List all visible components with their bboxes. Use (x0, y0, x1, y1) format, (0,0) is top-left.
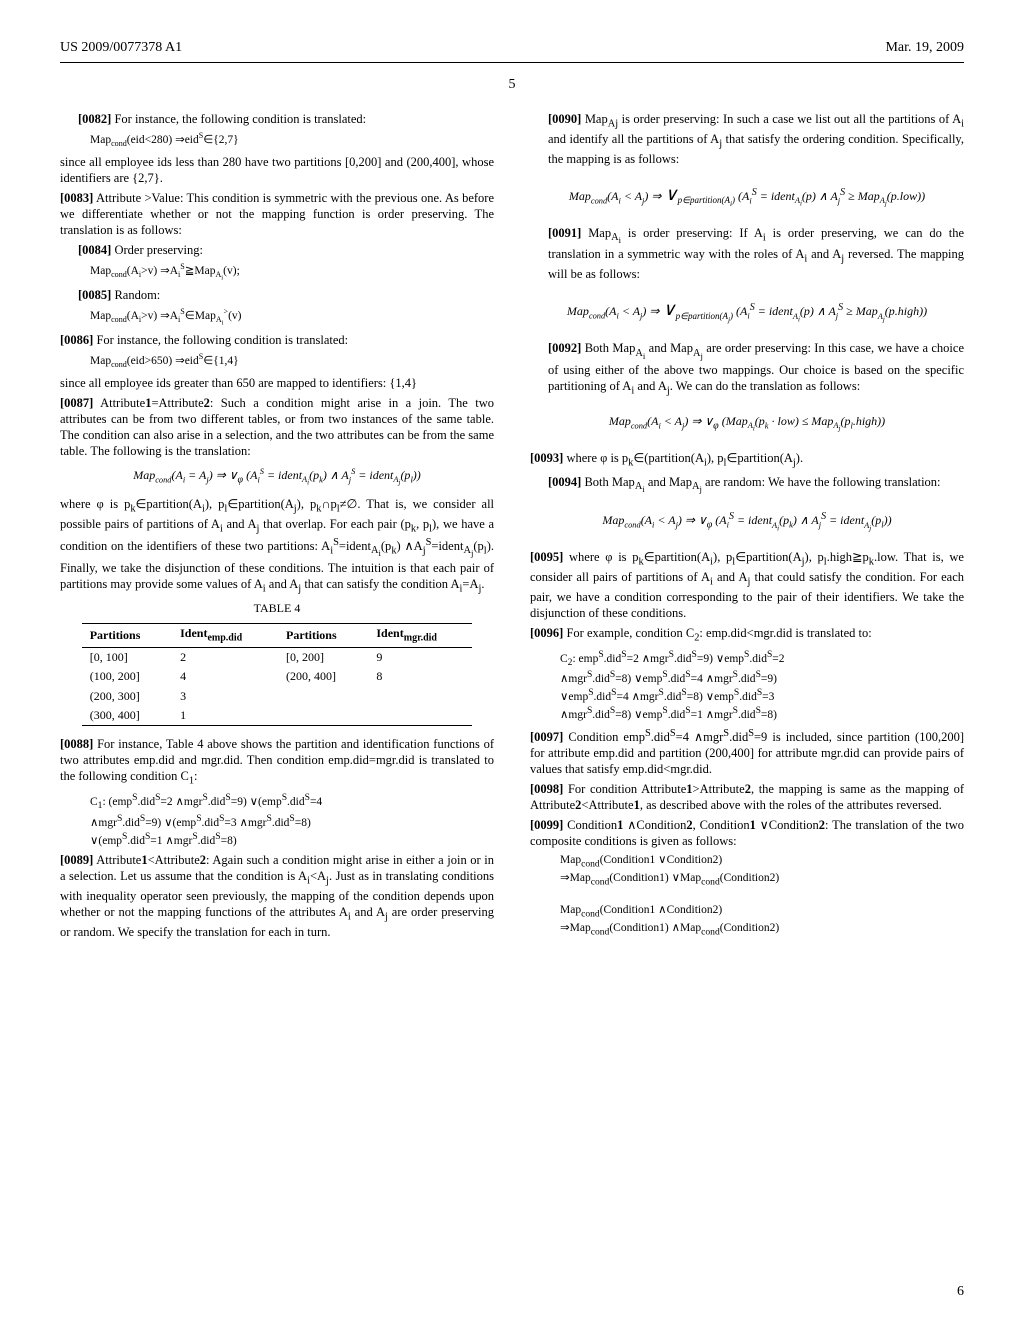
formula: C2: empS.didS=2 ∧mgrS.didS=9) ∨empS.didS… (560, 649, 964, 723)
para-text: Attribute >Value: This condition is symm… (60, 191, 494, 237)
para-0090: [0090] MapAj is order preserving: In suc… (548, 111, 964, 167)
para-text: Attribute1=Attribute2: Such a condition … (60, 396, 494, 458)
para-text: Condition empS.didS=4 ∧mgrS.didS=9 is in… (530, 730, 964, 776)
para-num: [0099] (530, 818, 563, 832)
para-text: MapAj is order preserving: In such a cas… (548, 112, 964, 166)
para-num: [0086] (60, 333, 93, 347)
para-0087-cont: where φ is pk∈partition(Ai), pl∈partitio… (60, 496, 494, 595)
para-num: [0082] (78, 112, 111, 126)
formula: Mapcond(eid<280) ⇒eidS∈{2,7} (90, 131, 494, 150)
para-text: Both MapAi and MapAj are order preservin… (548, 341, 964, 393)
para-num: [0097] (530, 730, 563, 744)
formula: Mapcond(Ai < Aj) ⇒ ∨p∈partition(Ai) (AiS… (530, 183, 964, 209)
para-text: MapAi is order preserving: If Ai is orde… (548, 226, 964, 282)
para-num: [0093] (530, 451, 563, 465)
para-0096: [0096] For example, condition C2: emp.di… (530, 625, 964, 645)
formula: Mapcond(Ai>v) ⇒AiS≧MapAi(v); (90, 262, 494, 283)
para-num: [0091] (548, 226, 581, 240)
para-0086-cont: since all employee ids greater than 650 … (60, 375, 494, 391)
para-0086: [0086] For instance, the following condi… (60, 332, 494, 348)
para-0092: [0092] Both MapAi and MapAj are order pr… (548, 340, 964, 398)
para-0094: [0094] Both MapAi and MapAj are random: … (548, 474, 964, 496)
table-caption: TABLE 4 (60, 601, 494, 616)
formula: Mapcond(Ai>v) ⇒AiS∈MapAi>(v) (90, 307, 494, 328)
col-header: Identmgr.did (368, 623, 472, 647)
formula: Mapcond(Ai < Aj) ⇒ ∨φ (AiS = identAi(pk)… (530, 511, 964, 533)
sheet-number: 6 (957, 1284, 964, 1300)
table-row: (200, 300] 3 (82, 687, 473, 706)
para-num: [0098] (530, 782, 563, 796)
para-0089: [0089] Attribute1<Attribute2: Again such… (60, 852, 494, 940)
para-num: [0085] (78, 288, 111, 302)
col-header: Identemp.did (172, 623, 278, 647)
doc-id: US 2009/0077378 A1 (60, 40, 182, 56)
doc-date: Mar. 19, 2009 (885, 40, 964, 56)
para-text: Condition1 ∧Condition2, Condition1 ∨Cond… (530, 818, 964, 848)
table-row: (300, 400] 1 (82, 706, 473, 726)
right-column: [0090] MapAj is order preserving: In suc… (530, 111, 964, 944)
formula: Mapcond(Ai < Aj) ⇒ ∨p∈partition(Aj) (AiS… (530, 298, 964, 324)
para-num: [0096] (530, 626, 563, 640)
formula: Mapcond(Ai < Aj) ⇒ ∨φ (MapAi(pk · low) ≤… (530, 414, 964, 434)
table-4: Partitions Identemp.did Partitions Ident… (82, 623, 473, 727)
formula: C1: (empS.didS=2 ∧mgrS.didS=9) ∨(empS.di… (90, 792, 494, 848)
para-num: [0095] (530, 550, 563, 564)
formula: Mapcond(Ai = Aj) ⇒ ∨φ (AiS = identAi(pk)… (60, 467, 494, 488)
para-0087: [0087] Attribute1=Attribute2: Such a con… (60, 395, 494, 459)
col-header: Partitions (278, 623, 368, 647)
formula: Mapcond(eid>650) ⇒eidS∈{1,4} (90, 352, 494, 371)
table-row: [0, 100] 2 [0, 200] 9 (82, 647, 473, 667)
para-num: [0092] (548, 341, 581, 355)
para-0082: [0082] For instance, the following condi… (78, 111, 494, 127)
para-0088: [0088] For instance, Table 4 above shows… (60, 736, 494, 788)
para-0091: [0091] MapAi is order preserving: If Ai … (548, 225, 964, 283)
para-num: [0087] (60, 396, 93, 410)
para-0083: [0083] Attribute >Value: This condition … (60, 190, 494, 238)
para-0085: [0085] Random: (78, 287, 494, 303)
para-0099: [0099] Condition1 ∧Condition2, Condition… (530, 817, 964, 849)
para-0098: [0098] For condition Attribute1>Attribut… (530, 781, 964, 813)
para-text: where φ is pk∈partition(Ai), pl∈partitio… (530, 550, 964, 620)
para-num: [0089] (60, 853, 93, 867)
para-text: For instance, Table 4 above shows the pa… (60, 737, 494, 783)
para-0084: [0084] Order preserving: (78, 242, 494, 258)
para-num: [0088] (60, 737, 93, 751)
page: US 2009/0077378 A1 Mar. 19, 2009 5 [0082… (0, 0, 1024, 1320)
para-num: [0090] (548, 112, 581, 126)
table-header-row: Partitions Identemp.did Partitions Ident… (82, 623, 473, 647)
para-0097: [0097] Condition empS.didS=4 ∧mgrS.didS=… (530, 727, 964, 777)
page-header: US 2009/0077378 A1 Mar. 19, 2009 (60, 40, 964, 63)
content-columns: [0082] For instance, the following condi… (60, 111, 964, 944)
para-0082-cont: since all employee ids less than 280 hav… (60, 154, 494, 186)
formula: Mapcond(Condition1 ∨Condition2) ⇒Mapcond… (560, 853, 964, 939)
para-text: where φ is pk∈(partition(Ai), pl∈partiti… (566, 451, 803, 465)
para-text: For instance, the following condition is… (114, 112, 366, 126)
para-text: Attribute1<Attribute2: Again such a cond… (60, 853, 494, 939)
col-header: Partitions (82, 623, 172, 647)
para-text: For condition Attribute1>Attribute2, the… (530, 782, 964, 812)
para-text: Random: (114, 288, 160, 302)
para-text: For instance, the following condition is… (96, 333, 348, 347)
para-text: For example, condition C2: emp.did<mgr.d… (566, 626, 871, 640)
para-num: [0094] (548, 475, 581, 489)
para-text: Both MapAi and MapAj are random: We have… (584, 475, 940, 489)
para-num: [0084] (78, 243, 111, 257)
para-text: Order preserving: (114, 243, 203, 257)
table-row: (100, 200] 4 (200, 400] 8 (82, 667, 473, 686)
para-0093: [0093] where φ is pk∈(partition(Ai), pl∈… (530, 450, 964, 470)
left-column: [0082] For instance, the following condi… (60, 111, 494, 944)
para-0095: [0095] where φ is pk∈partition(Ai), pl∈p… (530, 549, 964, 621)
para-num: [0083] (60, 191, 93, 205)
page-number: 5 (60, 77, 964, 93)
